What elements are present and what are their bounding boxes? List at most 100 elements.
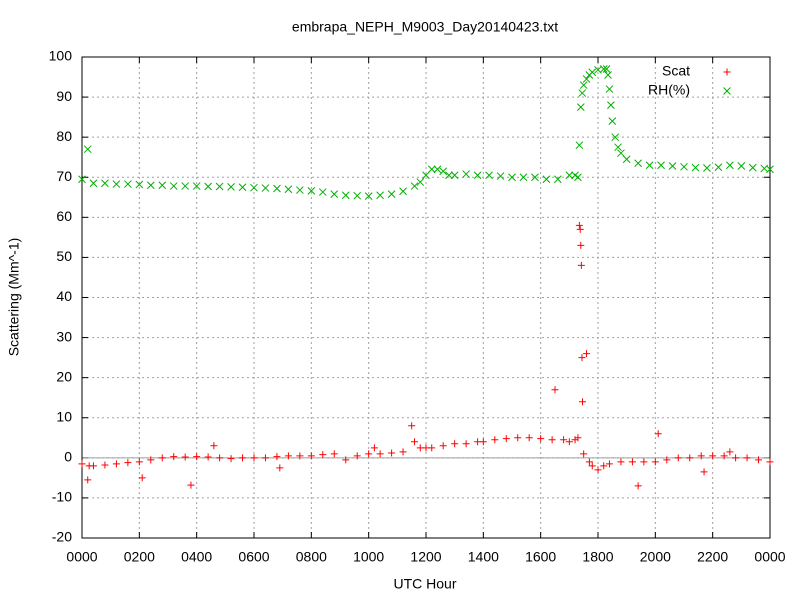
- data-point: [112, 180, 121, 188]
- data-point: [700, 468, 708, 476]
- data-point: [611, 133, 620, 142]
- data-point: [502, 435, 510, 443]
- data-point: [170, 453, 178, 461]
- data-point: [101, 179, 109, 188]
- data-point: [491, 436, 499, 444]
- x-tick-label: 2200: [697, 549, 728, 565]
- data-point: [508, 173, 516, 182]
- data-point: [578, 354, 586, 362]
- data-point: [726, 161, 734, 170]
- data-point: [427, 165, 436, 174]
- data-point: [605, 460, 613, 468]
- data-point: [583, 350, 591, 358]
- data-point: [158, 454, 166, 462]
- data-point: [250, 183, 258, 192]
- data-point: [147, 456, 155, 464]
- x-tick-label: 0400: [181, 549, 212, 565]
- x-tick-label: 0800: [296, 549, 327, 565]
- data-point: [576, 103, 585, 111]
- data-point: [686, 454, 694, 462]
- data-point: [554, 175, 562, 184]
- data-point: [124, 180, 132, 188]
- data-point: [668, 162, 677, 170]
- data-point: [227, 183, 235, 191]
- data-point: [273, 453, 281, 461]
- data-point: [602, 65, 611, 73]
- data-point: [169, 182, 178, 190]
- data-point: [748, 163, 757, 172]
- data-point: [462, 170, 470, 178]
- x-tick-label: 2000: [640, 549, 671, 565]
- data-point: [580, 450, 588, 458]
- x-tick-label: 1600: [525, 549, 556, 565]
- data-point: [318, 188, 327, 196]
- data-point: [651, 458, 659, 466]
- x-tick-label: 1800: [582, 549, 613, 565]
- data-point: [330, 190, 339, 198]
- data-point: [743, 454, 751, 462]
- data-point: [181, 453, 189, 461]
- y-tick-label: 20: [56, 368, 72, 384]
- x-tick-label: 0000: [66, 549, 97, 565]
- legend-label: RH(%): [648, 82, 690, 98]
- data-point: [577, 241, 585, 249]
- data-point: [83, 145, 92, 154]
- data-point: [307, 452, 315, 460]
- data-point: [433, 165, 442, 174]
- data-point: [579, 81, 588, 89]
- data-point: [408, 422, 416, 430]
- data-point: [525, 434, 533, 442]
- data-point: [657, 161, 665, 170]
- data-point: [703, 164, 711, 172]
- data-point: [399, 448, 407, 456]
- data-point: [531, 173, 539, 182]
- data-point: [588, 68, 597, 77]
- x-tick-label: 0000: [754, 549, 785, 565]
- data-point: [674, 454, 682, 462]
- data-point: [370, 444, 378, 452]
- data-point: [276, 464, 284, 472]
- data-point: [585, 458, 593, 466]
- data-point: [614, 143, 622, 152]
- y-tick-label: -20: [52, 529, 72, 545]
- data-point: [78, 460, 86, 468]
- data-point: [112, 460, 120, 468]
- data-point: [138, 474, 146, 482]
- data-point: [709, 452, 717, 460]
- data-point: [542, 175, 551, 184]
- data-point: [617, 149, 625, 158]
- y-tick-label: 30: [56, 328, 72, 344]
- data-point: [364, 192, 373, 200]
- x-tick-label: 0600: [238, 549, 269, 565]
- data-point: [479, 438, 487, 446]
- data-point: [576, 225, 584, 233]
- data-point: [578, 89, 587, 97]
- data-point: [376, 450, 384, 458]
- x-tick-label: 1000: [353, 549, 384, 565]
- data-point: [605, 85, 614, 93]
- data-point: [691, 163, 700, 172]
- data-point: [89, 179, 98, 188]
- data-point: [227, 455, 235, 463]
- data-point: [451, 440, 459, 448]
- x-axis-label: UTC Hour: [393, 576, 456, 592]
- data-point: [181, 182, 190, 190]
- y-tick-label: 50: [56, 248, 72, 264]
- data-point: [365, 450, 373, 458]
- data-point: [663, 456, 671, 464]
- data-point: [565, 171, 574, 180]
- data-point: [416, 178, 425, 186]
- data-point: [697, 452, 705, 460]
- data-point: [577, 261, 585, 269]
- data-point: [654, 430, 662, 438]
- data-point: [766, 458, 774, 466]
- data-point: [574, 434, 582, 442]
- data-point: [514, 434, 522, 442]
- data-point: [634, 159, 642, 168]
- data-point: [78, 175, 86, 184]
- data-point: [319, 451, 327, 459]
- data-point: [726, 448, 734, 456]
- data-point: [261, 184, 270, 192]
- data-point: [146, 181, 155, 190]
